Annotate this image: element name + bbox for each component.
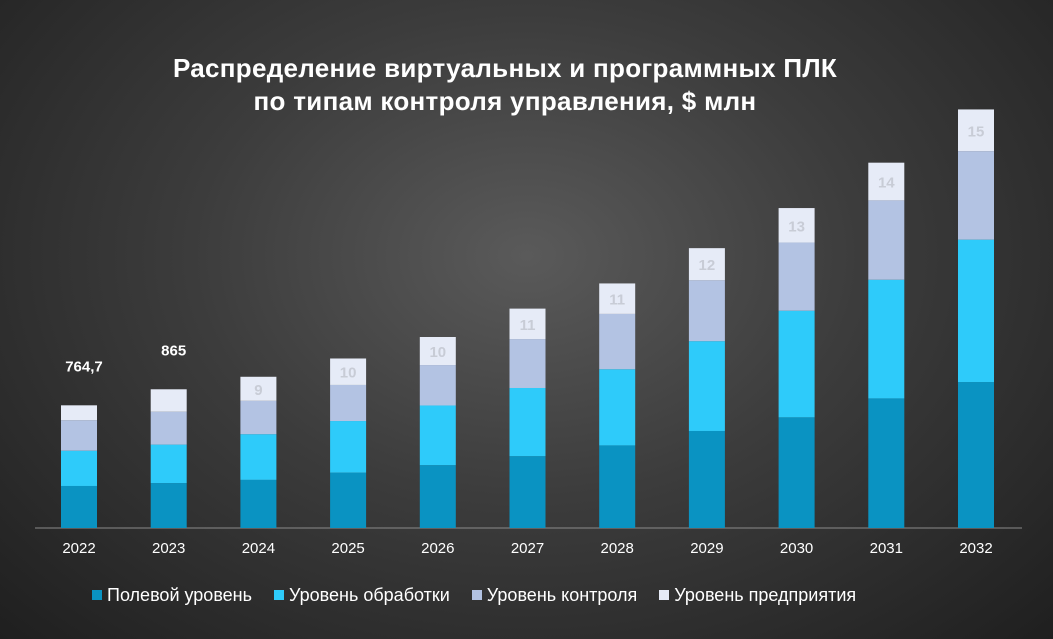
legend-label: Полевой уровень: [107, 584, 253, 605]
bar-segment-2032-1: [958, 382, 994, 528]
total-label-2023: 865: [161, 342, 186, 359]
segment-label-2027: 11: [520, 317, 536, 334]
x-tick-label-2032: 2032: [959, 540, 992, 557]
bar-segment-2022-4: [61, 405, 97, 421]
bar-segment-2026-3: [419, 365, 456, 406]
x-tick-label-2030: 2030: [780, 540, 813, 557]
bar-segment-2028-2: [599, 369, 636, 446]
bar-segment-2027-1: [509, 456, 546, 528]
segment-label-2026: 10: [429, 344, 446, 361]
x-tick-labels: 2022 2023 2024 2025 2026 2027 2028 2029 2030 2031…: [62, 540, 992, 557]
legend-label: Уровень контроля: [486, 584, 638, 605]
bar-segment-2030-3: [778, 242, 815, 311]
bar-segment-2022-3: [61, 420, 97, 451]
bar-segment-2031-1: [868, 398, 905, 528]
bar-segment-2027-3: [509, 339, 546, 388]
bar-segment-2024-2: [240, 434, 277, 480]
bar-segment-2029-1: [688, 430, 725, 528]
legend-item-3: Уровень контроля: [471, 584, 638, 606]
legend-item-2: Уровень обработки: [274, 585, 450, 606]
bar-segment-2025-1: [330, 472, 367, 528]
legend: Полевой уровень Уровень обработки Уровень …: [92, 583, 878, 607]
total-label-2022: 764,7: [65, 358, 103, 375]
bar-segment-2029-2: [688, 341, 725, 431]
segment-label-2028: 11: [609, 292, 625, 309]
bar-segment-2032-2: [958, 239, 994, 383]
bar-segment-2031-4: [868, 162, 905, 201]
bar-segment-2029-4: [688, 248, 725, 281]
bar-segment-2028-1: [599, 445, 636, 528]
x-tick-label-2029: 2029: [690, 540, 723, 557]
bar-segment-2024-4: [240, 376, 277, 401]
bar-segment-2028-4: [599, 283, 636, 314]
legend-label: Уровень предприятия: [674, 584, 857, 605]
bar-segment-2024-1: [240, 479, 277, 528]
x-tick-label-2024: 2024: [242, 540, 275, 557]
x-tick-label-2023: 2023: [152, 540, 185, 557]
segment-label-2029: 12: [699, 257, 716, 274]
bar-segment-2027-2: [509, 387, 546, 457]
bar-segment-2023-4: [150, 389, 187, 412]
segment-label-2025: 10: [340, 365, 357, 382]
bar-segment-2023-1: [150, 483, 187, 528]
bar-segment-2026-2: [419, 405, 456, 466]
bars-layer: [61, 109, 994, 528]
bar-segment-2030-4: [778, 208, 815, 243]
segment-label-2031: 14: [878, 175, 895, 192]
chart-title: Распределение виртуальных и программных …: [0, 52, 1010, 118]
bar-segment-2032-3: [958, 151, 994, 240]
bar-segment-2023-3: [150, 411, 187, 445]
bar-segment-2025-4: [330, 358, 367, 385]
x-tick-label-2031: 2031: [870, 540, 903, 557]
bar-segment-2029-3: [688, 280, 725, 342]
bar-segment-2030-2: [778, 310, 815, 418]
bar-segment-2030-1: [778, 417, 815, 528]
bar-segment-2028-3: [599, 313, 636, 370]
bar-segment-2026-4: [419, 336, 456, 366]
bar-segment-2023-2: [150, 444, 187, 484]
bar-segment-2022-2: [61, 450, 97, 486]
bar-segment-2022-1: [61, 485, 97, 528]
legend-swatch: [92, 590, 102, 600]
legend-label: Уровень обработки: [289, 584, 450, 605]
legend-swatch: [274, 590, 285, 600]
bar-segment-2031-3: [868, 200, 905, 280]
bar-segment-2027-4: [509, 308, 546, 340]
x-tick-label-2025: 2025: [331, 540, 364, 557]
segment-label-2030: 13: [788, 218, 805, 235]
chart-title-line-2: по типам контроля управления, $ млн: [253, 86, 757, 116]
legend-item-1: Полевой уровень: [92, 585, 252, 606]
legend-item-4: Уровень предприятия: [659, 585, 856, 606]
bar-segment-2025-2: [330, 421, 367, 473]
x-tick-label-2027: 2027: [511, 540, 544, 557]
segment-label-2032: 15: [968, 123, 985, 140]
chart-title-line-1: Распределение виртуальных и программных …: [172, 53, 838, 83]
legend-swatch: [659, 590, 670, 600]
segment-label-2024: 9: [254, 382, 262, 399]
x-tick-label-2026: 2026: [421, 540, 454, 557]
x-tick-label-2022: 2022: [62, 540, 95, 557]
bar-segment-2026-1: [419, 465, 456, 528]
legend-swatch: [471, 590, 482, 600]
bar-segment-2032-4: [958, 109, 994, 152]
labels-layer: 764,7 865 9 10 10 11 11 12 13 14 15: [65, 123, 984, 399]
bar-segment-2024-3: [240, 400, 277, 435]
x-tick-label-2028: 2028: [601, 540, 634, 557]
bar-segment-2025-3: [330, 384, 367, 422]
bar-segment-2031-2: [868, 279, 905, 399]
